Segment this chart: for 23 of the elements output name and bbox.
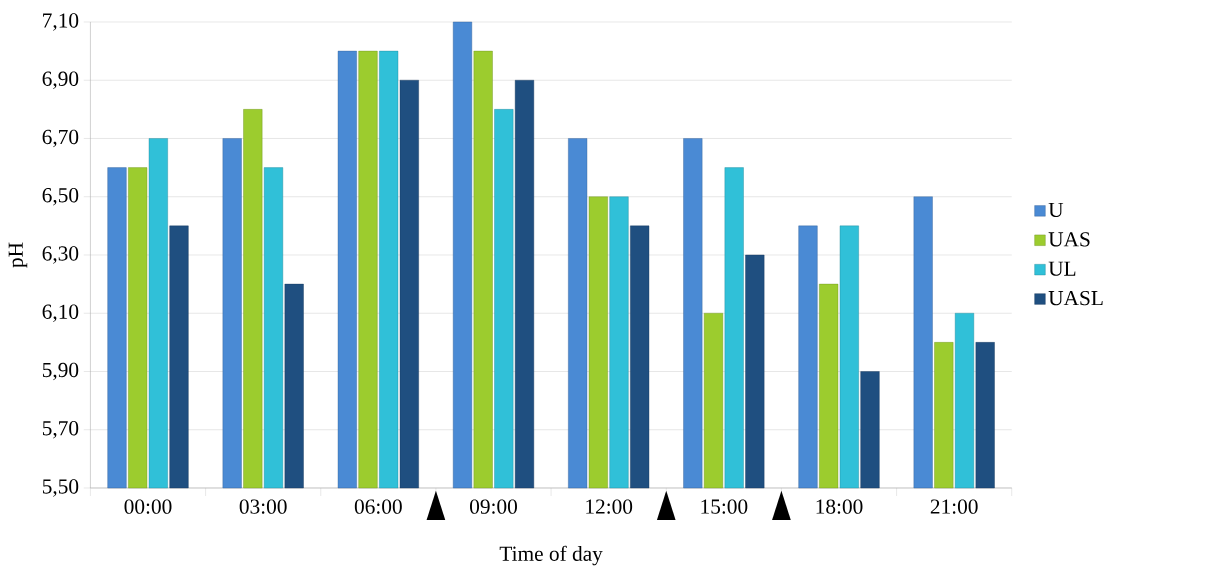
x-tick-label: 00:00 [124, 499, 172, 514]
y-tick-label: 6,90 [42, 71, 79, 89]
y-tick-label: 6,50 [42, 188, 79, 206]
legend-label: UASL [1048, 290, 1103, 306]
x-tick-label: 12:00 [586, 499, 633, 514]
x-tick-label: 18:00 [816, 499, 863, 514]
y-tick-label: 7,10 [43, 13, 79, 31]
y-tick-label: 5,90 [42, 362, 79, 381]
y-tick-label: 5,50 [42, 479, 79, 497]
x-tick-label: 09:00 [470, 499, 517, 514]
legend-label: U [1048, 202, 1064, 218]
x-tick-label: 21:00 [930, 499, 978, 514]
y-tick-label: 6,30 [42, 246, 79, 264]
x-tick-label: 03:00 [239, 499, 287, 514]
y-axis-title: pH [8, 242, 28, 268]
x-tick-label: 06:00 [354, 499, 402, 514]
y-tick-label: 6,10 [42, 304, 79, 322]
legend-label: UAS [1048, 232, 1090, 247]
y-tick-label: 5,70 [42, 421, 79, 439]
legend-label: UL [1048, 261, 1076, 276]
y-tick-label: 6,70 [42, 129, 79, 148]
x-tick-label: 15:00 [701, 499, 748, 514]
x-axis-title: Time of day [499, 545, 603, 566]
